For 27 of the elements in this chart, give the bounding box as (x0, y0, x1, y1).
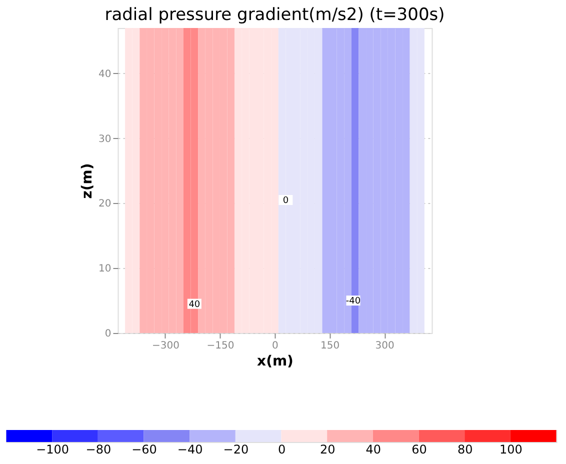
annotation: 0 (282, 196, 289, 206)
color-bar-label: 80 (457, 442, 473, 456)
x-tick-label: 300 (375, 340, 394, 352)
y-axis-title: z(m) (80, 163, 96, 199)
color-bar-label: −40 (177, 442, 203, 456)
chart-title: radial pressure gradient(m/s2) (t=300s) (104, 5, 445, 25)
color-bar-label: −100 (36, 442, 70, 456)
y-tick-label: 30 (98, 134, 112, 145)
color-bar-label: 40 (366, 442, 382, 456)
y-tick-label: 0 (104, 328, 112, 340)
x-tick-label: 150 (320, 340, 340, 352)
color-bar-label: 20 (320, 442, 336, 456)
y-tick-label: 10 (98, 264, 112, 275)
color-bar-label: −60 (132, 442, 157, 456)
x-tick-label: −150 (206, 340, 234, 352)
color-bar-label: 100 (499, 442, 522, 456)
color-bar-label: −20 (223, 442, 249, 456)
annotation: 40 (188, 300, 200, 310)
x-axis-title: x(m) (257, 354, 294, 370)
y-tick-label: 20 (98, 198, 112, 210)
x-tick-label: 0 (272, 340, 278, 352)
y-tick-label: 40 (98, 68, 112, 80)
x-tick-label: −300 (152, 340, 180, 352)
annotation: -40 (346, 296, 361, 307)
color-bar-label: 60 (412, 442, 427, 456)
color-bar-label: 0 (278, 442, 286, 456)
color-bar-label: −80 (86, 442, 112, 456)
